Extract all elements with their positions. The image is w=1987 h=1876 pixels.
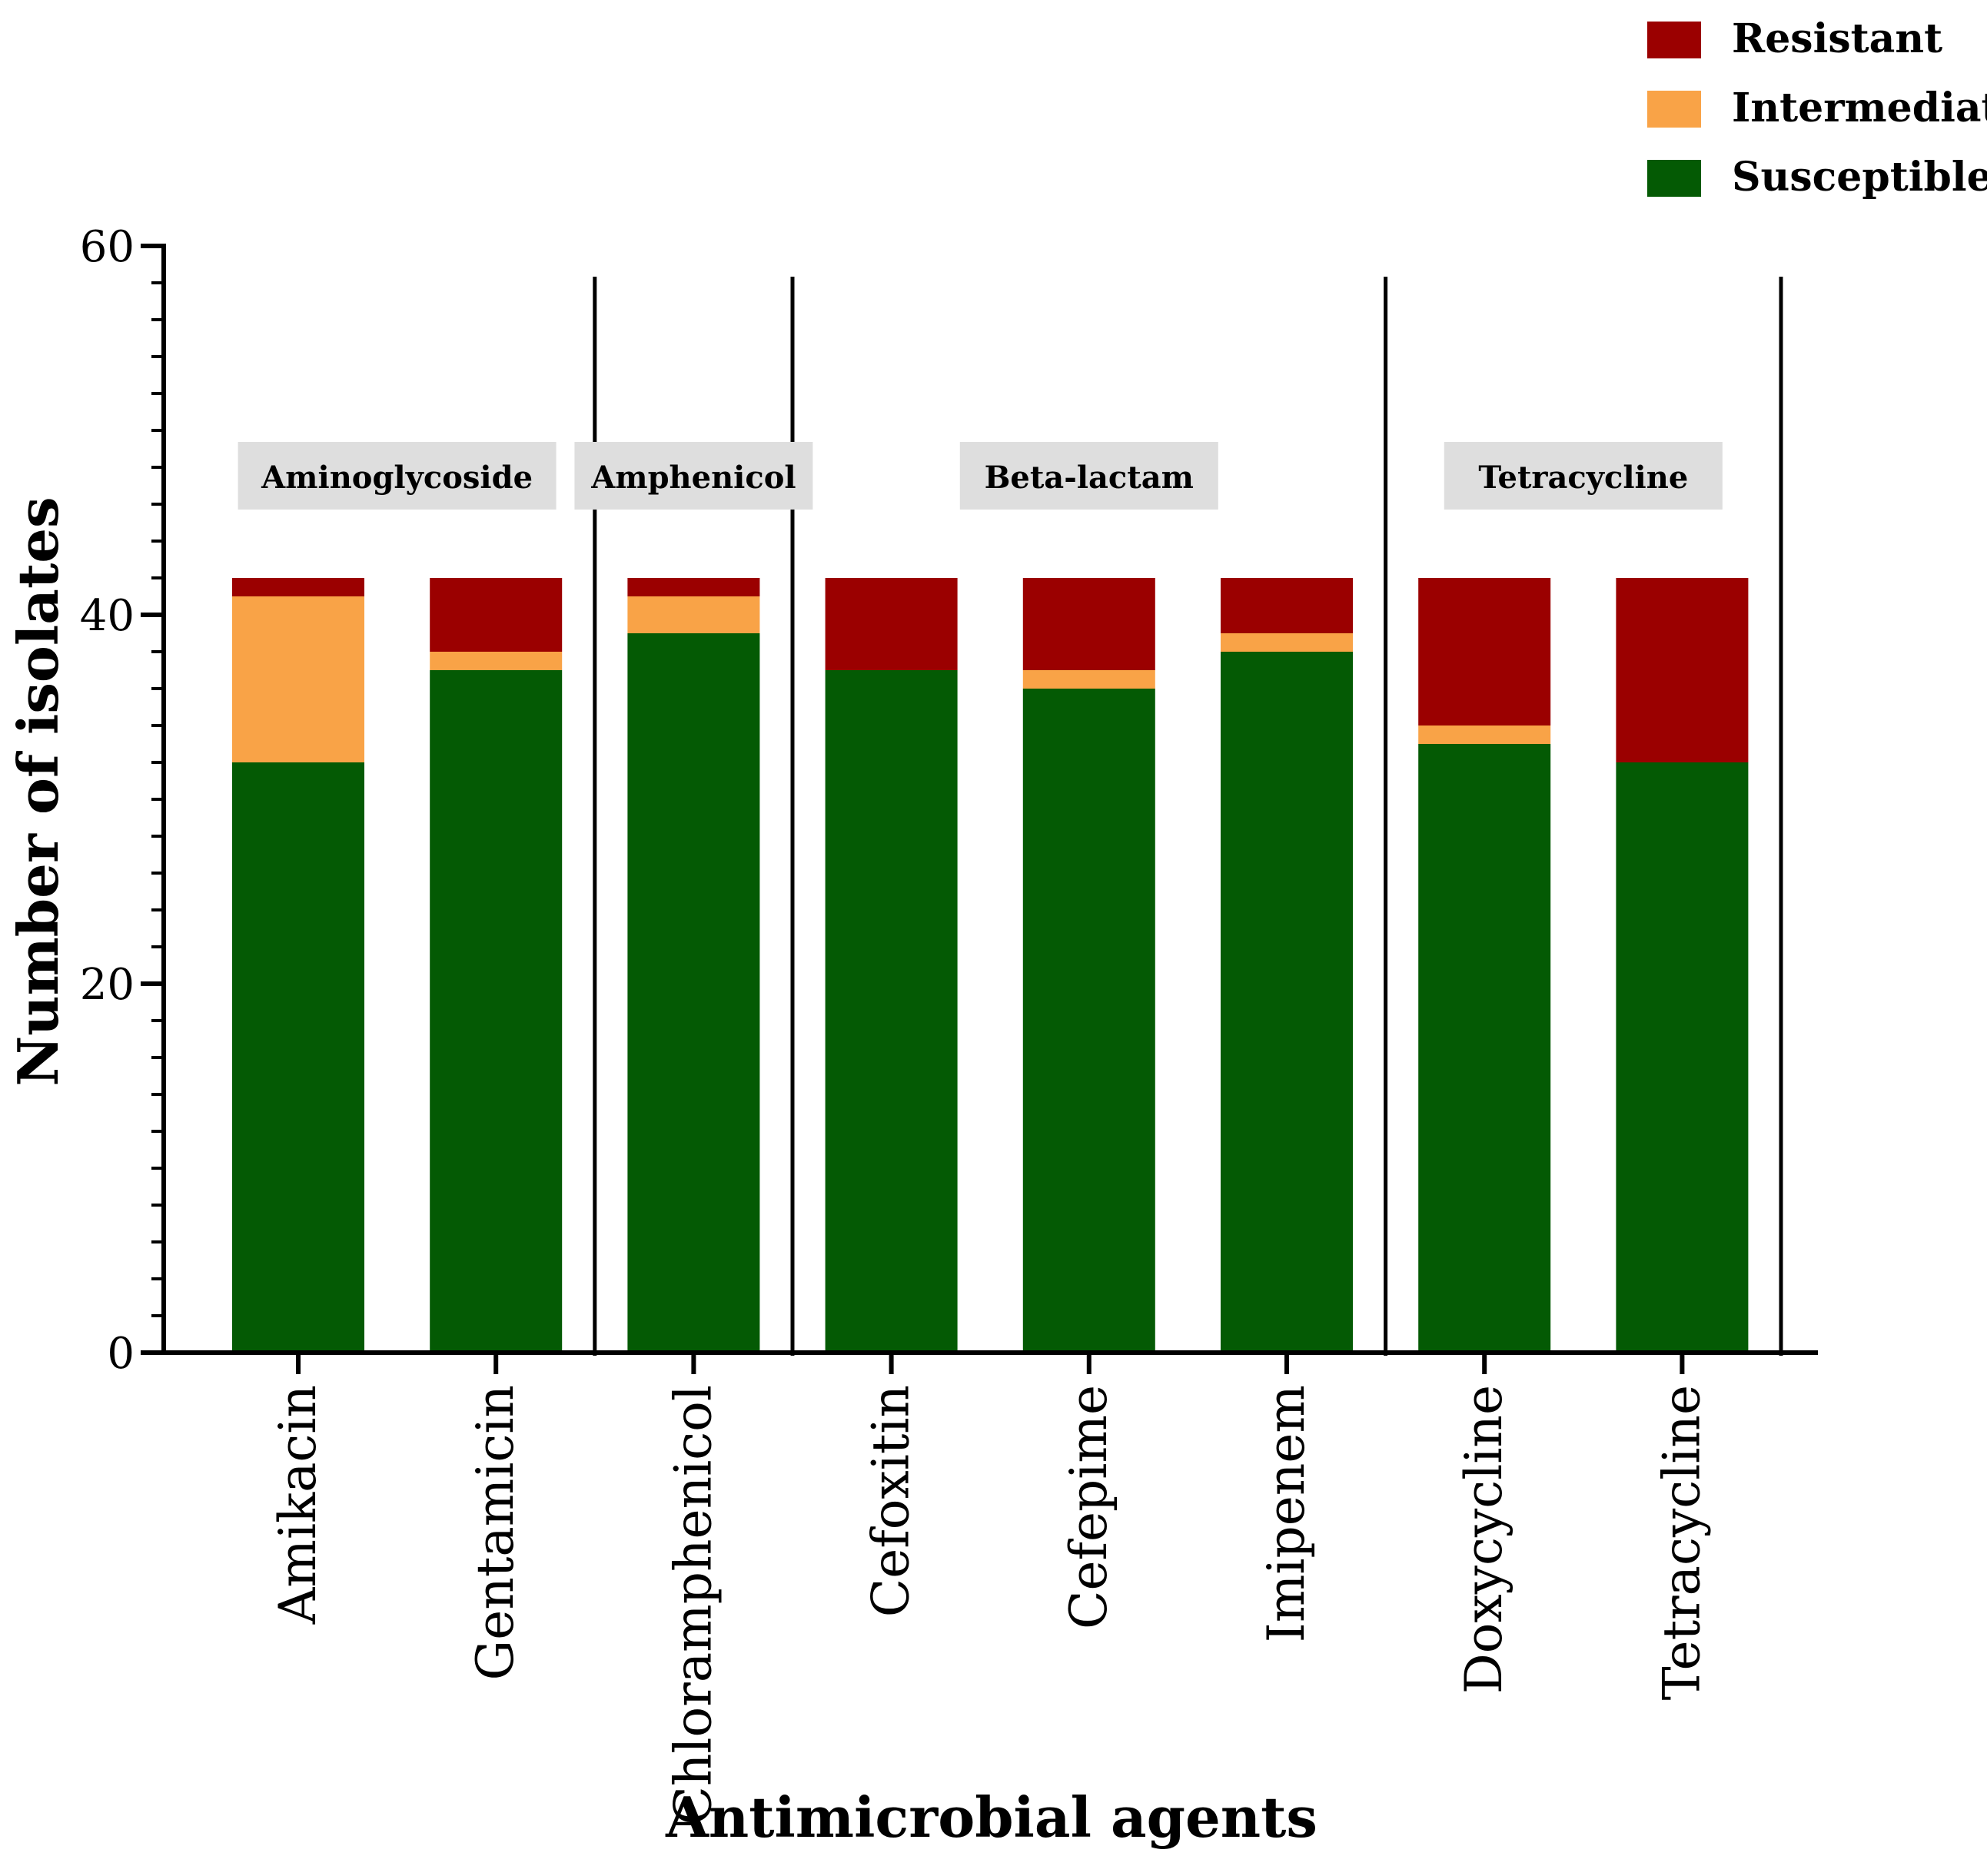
bar-imipenem-resistant <box>1221 578 1353 633</box>
y-tick-label-60: 60 <box>80 222 135 272</box>
x-category-label-chloramphenicol: Chloramphenicol <box>663 1385 723 1825</box>
bar-tetracycline-susceptible <box>1616 762 1749 1353</box>
class-label-box <box>574 442 813 510</box>
x-category-label-imipenem: Imipenem <box>1257 1385 1316 1642</box>
bar-doxycycline-susceptible <box>1418 744 1551 1353</box>
class-label-amphenicol: Amphenicol <box>574 442 813 510</box>
bar-amikacin-intermediate <box>232 596 364 762</box>
bar-tetracycline-resistant <box>1616 578 1749 762</box>
y-axis-title: Number of isolates <box>5 496 71 1086</box>
x-category-label-gentamicin: Gentamicin <box>466 1385 525 1680</box>
bar-cefepime-susceptible <box>1022 689 1155 1353</box>
legend-swatch-intermediate <box>1647 91 1701 128</box>
bar-doxycycline-intermediate <box>1418 725 1551 744</box>
bar-doxycycline-resistant <box>1418 578 1551 725</box>
bar-cefoxitin-susceptible <box>825 670 958 1353</box>
bar-gentamicin-intermediate <box>430 652 563 670</box>
x-category-label-tetracycline: Tetracycline <box>1652 1385 1711 1700</box>
bar-amikacin-susceptible <box>232 762 364 1353</box>
class-dividers <box>593 277 1783 1356</box>
legend-label-susceptible: Susceptible <box>1732 154 1987 201</box>
bar-chloramphenicol-intermediate <box>627 596 760 633</box>
bar-amikacin-resistant <box>232 578 364 596</box>
legend-swatch-susceptible <box>1647 160 1701 197</box>
bar-cefoxitin-resistant <box>825 578 958 670</box>
class-label-text: Beta-lactam <box>985 460 1194 496</box>
legend-label-intermediate: Intermediate <box>1732 85 1987 131</box>
class-label-box <box>959 442 1218 510</box>
class-label-text: Amphenicol <box>590 460 796 496</box>
x-category-label-amikacin: Amikacin <box>268 1385 327 1625</box>
class-label-beta-lactam: Beta-lactam <box>959 442 1218 510</box>
class-label-text: Tetracycline <box>1478 460 1688 496</box>
y-tick-label-20: 20 <box>80 960 135 1010</box>
legend-label-resistant: Resistant <box>1732 15 1942 62</box>
axes: 0 20 40 60 <box>80 222 1818 1379</box>
x-category-label-cefepime: Cefepime <box>1059 1385 1118 1629</box>
legend-item-resistant: Resistant <box>1647 15 1942 62</box>
bar-imipenem-susceptible <box>1221 652 1353 1353</box>
y-tick-label-0: 0 <box>107 1329 135 1379</box>
bars-layer <box>232 578 1749 1353</box>
y-tick-label-40: 40 <box>80 591 135 641</box>
bar-chloramphenicol-susceptible <box>627 633 760 1353</box>
bar-cefepime-resistant <box>1022 578 1155 670</box>
bar-gentamicin-resistant <box>430 578 563 652</box>
legend: Resistant Intermediate Susceptible <box>1647 15 1987 201</box>
bar-chloramphenicol-resistant <box>627 578 760 596</box>
bar-cefepime-intermediate <box>1022 670 1155 689</box>
class-label-box <box>1444 442 1723 510</box>
legend-item-susceptible: Susceptible <box>1647 154 1987 201</box>
drug-class-labels: Aminoglycoside Amphenicol Beta-lactam Tetra… <box>238 442 1723 510</box>
legend-item-intermediate: Intermediate <box>1647 85 1987 131</box>
legend-swatch-resistant <box>1647 22 1701 58</box>
class-label-box <box>238 442 557 510</box>
class-label-text: Aminoglycoside <box>261 460 533 496</box>
x-axis-title: Antimicrobial agents <box>665 1785 1317 1850</box>
x-tick-labels: Amikacin Gentamicin Chloramphenicol Cefoxit… <box>268 1385 1711 1825</box>
class-label-aminoglycoside: Aminoglycoside <box>238 442 557 510</box>
class-label-tetracycline: Tetracycline <box>1444 442 1723 510</box>
x-category-label-doxycycline: Doxycycline <box>1454 1385 1514 1694</box>
bar-imipenem-intermediate <box>1221 633 1353 652</box>
bar-gentamicin-susceptible <box>430 670 563 1353</box>
x-category-label-cefoxitin: Cefoxitin <box>862 1385 921 1617</box>
